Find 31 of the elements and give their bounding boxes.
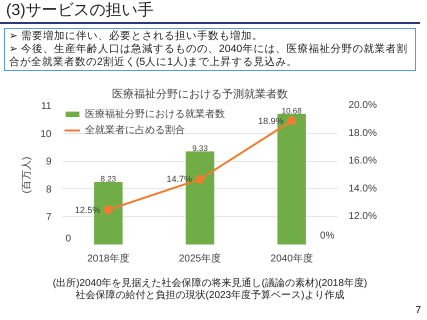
data-label: 10.68	[282, 106, 302, 116]
x-tick-label: 2018年度	[87, 252, 130, 264]
chart-title: 医療福祉分野における予測就業者数	[112, 88, 288, 100]
data-label: 9.33	[192, 144, 208, 153]
y-tick-label: 7	[46, 212, 52, 224]
y-tick-label: 8	[46, 184, 52, 196]
annotation: 0%	[320, 230, 335, 242]
x-tick-label: 2025年度	[178, 252, 222, 264]
text: 社会保障の給付と負担の現状(2023年度予算ベース)より作成	[74, 290, 346, 302]
y-tick-label: 11	[41, 101, 52, 112]
chart-subtitle: (3)サービスの担い手	[0, 0, 420, 24]
y2-tick-label: 18.0%	[348, 128, 377, 139]
y-tick-label: 9	[46, 156, 52, 168]
annotation: 0	[66, 234, 72, 244]
text: 7	[415, 304, 421, 318]
y2-tick-label: 12.0%	[348, 211, 377, 222]
text: ➢ 需要増加に伴い、必要とされる担い手数も増加。	[9, 30, 264, 43]
point	[287, 116, 296, 126]
legend-label: 全就業者に占める割合	[85, 124, 185, 137]
text: (出所)2040年を見据えた社会保障の将来見通し(議論の素材)(2018年度)	[52, 278, 368, 290]
text: ➢ 今後、生産年齢人口は急減するものの、2040年には、医療福祉分野の就業者割合が全就業者数の2割近く(5人に1人)まで上昇する見込み。	[9, 43, 408, 69]
y-tick-label: 10	[40, 128, 52, 140]
y2-tick-label: 14.0%	[348, 183, 377, 194]
y-axis-title: (百万人)	[21, 156, 32, 194]
legend-label: 医療福祉分野における就業者数	[85, 108, 225, 121]
point	[196, 174, 204, 184]
data-label: 8.23	[100, 174, 117, 184]
y2-tick-label: 20.0%	[348, 100, 377, 111]
x-tick-label: 2040年度	[270, 252, 313, 264]
y2-tick-label: 16.0%	[348, 156, 377, 167]
point	[104, 205, 113, 214]
